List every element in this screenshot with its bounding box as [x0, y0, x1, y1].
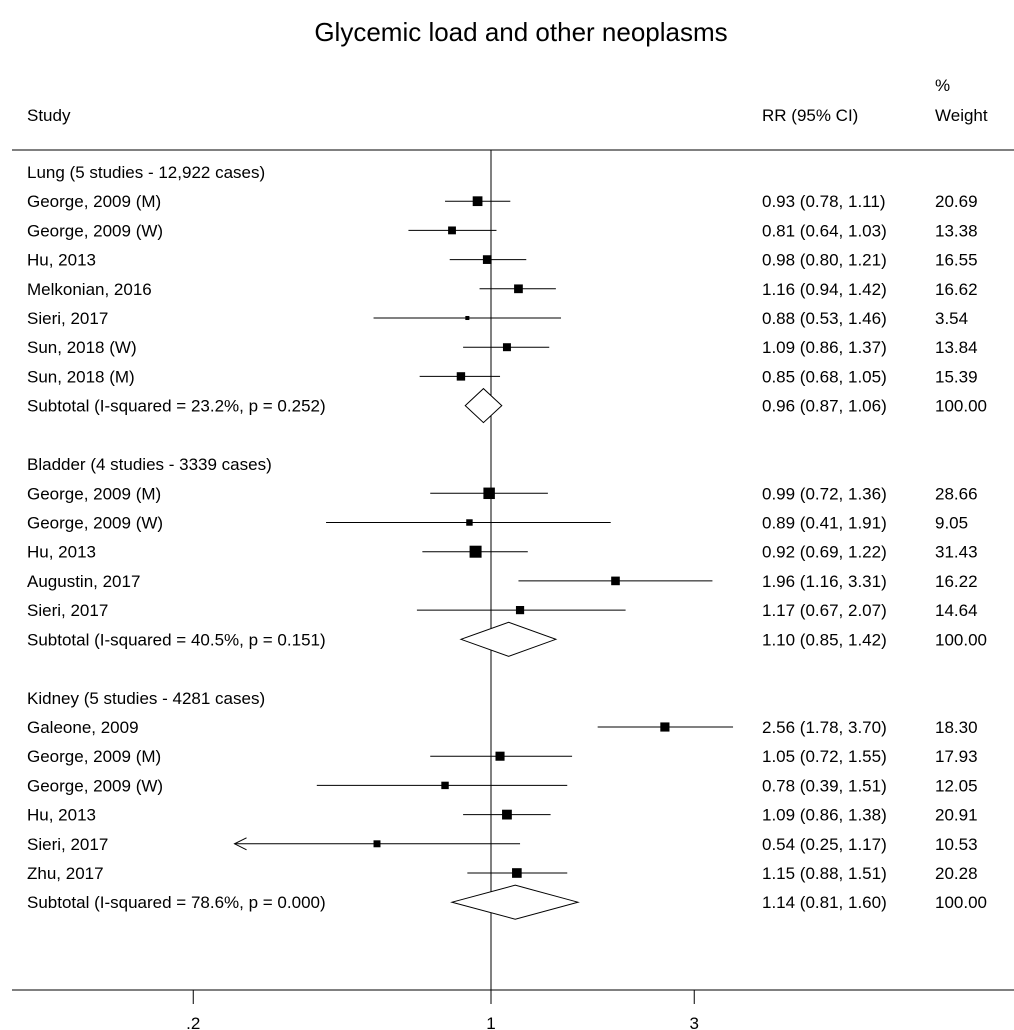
study-weight: 20.69 [935, 192, 978, 211]
study-rr-ci: 2.56 (1.78, 3.70) [762, 718, 887, 737]
forest-rows: Lung (5 studies - 12,922 cases) George, 2… [27, 163, 987, 920]
group-label: Kidney (5 studies - 4281 cases) [27, 689, 265, 708]
point-estimate-square [514, 284, 523, 294]
study-name: Hu, 2013 [27, 251, 96, 270]
x-tick-label: 1 [486, 1014, 495, 1030]
point-estimate-square [495, 751, 505, 761]
point-estimate-square [448, 226, 456, 235]
study-weight: 16.62 [935, 280, 978, 299]
study-rr-ci: 0.98 (0.80, 1.21) [762, 251, 887, 270]
point-estimate-square [483, 487, 495, 500]
point-estimate-square [660, 722, 670, 732]
study-weight: 9.05 [935, 514, 968, 533]
study-rr-ci: 1.16 (0.94, 1.42) [762, 280, 887, 299]
subtotal-weight: 100.00 [935, 630, 987, 649]
study-name: George, 2009 (M) [27, 192, 161, 211]
study-name: Melkonian, 2016 [27, 280, 152, 299]
point-estimate-square [502, 809, 512, 820]
study-weight: 16.55 [935, 251, 978, 270]
x-tick-label: .2 [186, 1014, 200, 1030]
study-weight: 20.28 [935, 864, 978, 883]
group-label: Bladder (4 studies - 3339 cases) [27, 455, 272, 474]
study-weight: 28.66 [935, 484, 978, 503]
study-name: Zhu, 2017 [27, 864, 104, 883]
study-weight: 20.91 [935, 806, 978, 825]
subtotal-label: Subtotal (I-squared = 78.6%, p = 0.000) [27, 893, 326, 912]
point-estimate-square [515, 606, 525, 615]
x-axis: .2 1 3 [186, 990, 699, 1030]
header-rr: RR (95% CI) [762, 106, 858, 125]
study-name: Sun, 2018 (W) [27, 338, 137, 357]
point-estimate-square [472, 196, 483, 207]
study-weight: 16.22 [935, 572, 978, 591]
study-rr-ci: 1.15 (0.88, 1.51) [762, 864, 887, 883]
study-weight: 13.84 [935, 338, 978, 357]
subtotal-weight: 100.00 [935, 893, 987, 912]
study-rr-ci: 0.88 (0.53, 1.46) [762, 309, 887, 328]
point-estimate-square [441, 781, 449, 790]
point-estimate-square [482, 255, 492, 264]
study-rr-ci: 0.54 (0.25, 1.17) [762, 835, 887, 854]
header-weight-percent: % [935, 76, 950, 95]
study-weight: 3.54 [935, 309, 968, 328]
study-weight: 12.05 [935, 776, 978, 795]
ci-truncation-arrow [233, 837, 247, 851]
header-study: Study [27, 106, 71, 125]
study-rr-ci: 0.93 (0.78, 1.11) [762, 192, 886, 211]
point-estimate-square [611, 576, 620, 586]
study-name: Sieri, 2017 [27, 835, 108, 854]
study-name: George, 2009 (M) [27, 484, 161, 503]
study-name: Sieri, 2017 [27, 309, 108, 328]
study-name: Hu, 2013 [27, 806, 96, 825]
study-weight: 15.39 [935, 367, 978, 386]
study-rr-ci: 0.89 (0.41, 1.91) [762, 514, 887, 533]
study-rr-ci: 0.78 (0.39, 1.51) [762, 776, 887, 795]
subtotal-weight: 100.00 [935, 397, 987, 416]
study-weight: 17.93 [935, 747, 978, 766]
study-rr-ci: 0.81 (0.64, 1.03) [762, 221, 887, 240]
subtotal-rr-ci: 1.10 (0.85, 1.42) [762, 630, 887, 649]
study-rr-ci: 1.09 (0.86, 1.38) [762, 806, 887, 825]
point-estimate-square [469, 545, 482, 558]
header-weight: Weight [935, 106, 988, 125]
study-weight: 10.53 [935, 835, 978, 854]
subtotal-diamond [459, 621, 558, 657]
subtotal-diamond [450, 884, 580, 920]
study-rr-ci: 0.99 (0.72, 1.36) [762, 484, 887, 503]
point-estimate-square [373, 840, 381, 848]
study-name: Sun, 2018 (M) [27, 367, 135, 386]
study-rr-ci: 0.92 (0.69, 1.22) [762, 543, 887, 562]
point-estimate-square [465, 315, 470, 321]
subtotal-label: Subtotal (I-squared = 40.5%, p = 0.151) [27, 630, 326, 649]
point-estimate-square [502, 343, 511, 352]
study-rr-ci: 0.85 (0.68, 1.05) [762, 367, 887, 386]
study-name: Sieri, 2017 [27, 601, 108, 620]
group-label: Lung (5 studies - 12,922 cases) [27, 163, 265, 182]
study-weight: 31.43 [935, 543, 978, 562]
point-estimate-square [466, 519, 473, 526]
study-name: George, 2009 (W) [27, 221, 163, 240]
study-name: George, 2009 (M) [27, 747, 161, 766]
study-rr-ci: 1.96 (1.16, 3.31) [762, 572, 887, 591]
point-estimate-square [512, 868, 522, 878]
x-tick-label: 3 [690, 1014, 699, 1030]
subtotal-rr-ci: 1.14 (0.81, 1.60) [762, 893, 887, 912]
study-rr-ci: 1.05 (0.72, 1.55) [762, 747, 887, 766]
subtotal-rr-ci: 0.96 (0.87, 1.06) [762, 397, 887, 416]
study-weight: 14.64 [935, 601, 978, 620]
study-name: George, 2009 (W) [27, 514, 163, 533]
study-name: Augustin, 2017 [27, 572, 140, 591]
study-weight: 13.38 [935, 221, 978, 240]
study-name: George, 2009 (W) [27, 776, 163, 795]
study-rr-ci: 1.09 (0.86, 1.37) [762, 338, 887, 357]
study-rr-ci: 1.17 (0.67, 2.07) [762, 601, 887, 620]
study-weight: 18.30 [935, 718, 978, 737]
chart-title: Glycemic load and other neoplasms [314, 17, 727, 47]
study-name: Galeone, 2009 [27, 718, 139, 737]
point-estimate-square [456, 372, 466, 381]
study-name: Hu, 2013 [27, 543, 96, 562]
subtotal-diamond [464, 387, 503, 424]
subtotal-label: Subtotal (I-squared = 23.2%, p = 0.252) [27, 397, 326, 416]
